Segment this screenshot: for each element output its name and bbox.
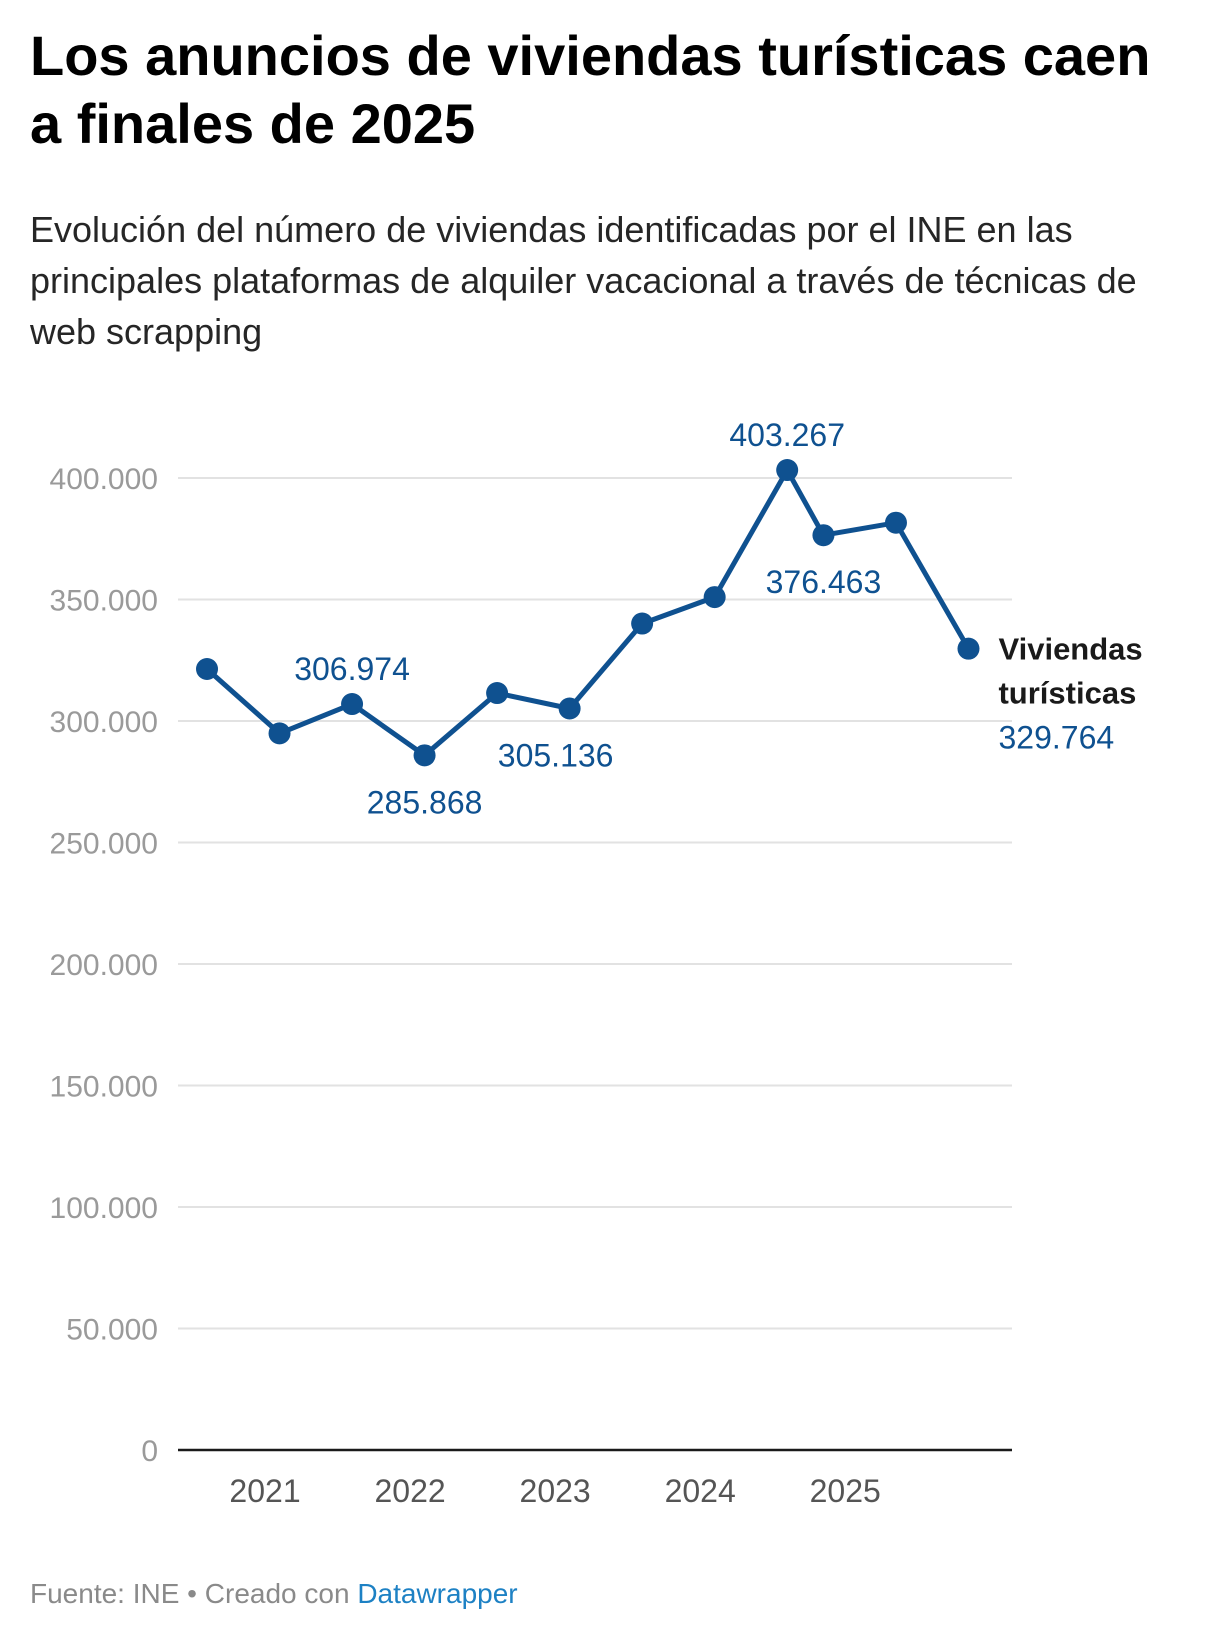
y-tick-label: 50.000 xyxy=(66,1314,158,1347)
data-point xyxy=(812,524,835,547)
data-label: 403.267 xyxy=(729,417,845,453)
x-tick-label: 2022 xyxy=(374,1473,445,1509)
data-point xyxy=(413,744,436,767)
data-point xyxy=(957,637,980,660)
chart-footer: Fuente: INE • Creado con Datawrapper xyxy=(30,1578,518,1610)
datawrapper-link[interactable]: Datawrapper xyxy=(357,1578,518,1609)
y-tick-label: 400.000 xyxy=(50,463,158,496)
y-tick-label: 300.000 xyxy=(50,706,158,739)
data-label: 285.868 xyxy=(367,784,483,820)
data-point xyxy=(268,722,291,745)
source-note: Fuente: INE • Creado con xyxy=(30,1578,358,1609)
data-point xyxy=(341,693,364,716)
y-tick-label: 350.000 xyxy=(50,585,158,618)
series-name-label: turísticas xyxy=(998,676,1136,711)
data-label: 329.764 xyxy=(998,720,1114,756)
series-line xyxy=(204,467,971,758)
chart-title: Los anuncios de viviendas turísticas cae… xyxy=(30,24,1151,155)
x-tick-label: 2024 xyxy=(665,1473,736,1509)
data-point xyxy=(486,682,509,705)
x-tick-label: 2023 xyxy=(520,1473,591,1509)
x-tick-label: 2021 xyxy=(229,1473,300,1509)
y-tick-label: 0 xyxy=(141,1435,158,1468)
series-name-label: Viviendas xyxy=(998,632,1142,667)
data-point xyxy=(884,511,907,534)
data-point xyxy=(558,697,581,720)
data-label: 376.463 xyxy=(766,564,882,600)
data-label: 306.974 xyxy=(294,651,410,687)
y-tick-label: 150.000 xyxy=(50,1071,158,1104)
line-chart: 0 50.000 100.000 150.000 200.000 250.000 300.0… xyxy=(50,417,1143,1509)
x-tick-label: 2025 xyxy=(810,1473,881,1509)
data-point xyxy=(776,459,799,482)
y-tick-label: 250.000 xyxy=(50,828,158,861)
y-tick-label: 100.000 xyxy=(50,1192,158,1225)
data-point xyxy=(631,612,654,635)
data-point xyxy=(196,657,219,680)
data-point xyxy=(703,586,726,609)
chart-subtitle: Evolución del número de viviendas identi… xyxy=(30,209,1137,352)
data-label: 305.136 xyxy=(498,738,614,774)
y-tick-label: 200.000 xyxy=(50,949,158,982)
